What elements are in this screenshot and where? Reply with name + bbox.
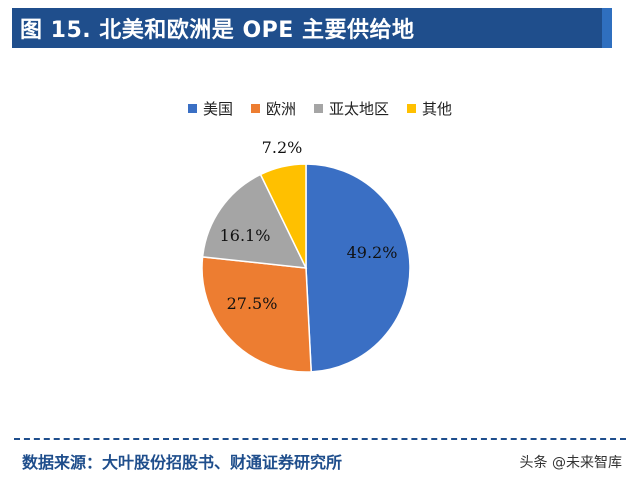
data-label-asia-pacific: 16.1%: [220, 226, 271, 245]
legend-label-europe: 欧洲: [265, 100, 296, 118]
legend-swatch-usa: [187, 104, 197, 113]
legend-item-usa: 美国: [187, 98, 233, 119]
legend-swatch-other: [407, 104, 417, 113]
legend: 美国 欧洲 亚太地区 其他: [0, 98, 640, 119]
legend-item-asia-pacific: 亚太地区: [314, 98, 389, 119]
pie-slice-asia-pacific: [201, 173, 308, 269]
legend-label-usa: 美国: [202, 100, 233, 118]
legend-swatch-europe: [250, 104, 260, 113]
pie-slice-usa: [305, 163, 411, 373]
pie-slice-europe: [201, 256, 313, 373]
figure-title: 图 15. 北美和欧洲是 OPE 主要供给地: [20, 18, 415, 43]
legend-swatch-asia-pacific: [314, 104, 323, 113]
legend-label-other: 其他: [422, 100, 453, 118]
data-label-other: 7.2%: [262, 138, 303, 157]
pie-slice-other: [259, 163, 307, 269]
data-label-usa: 49.2%: [347, 243, 398, 262]
pie-slices: [201, 163, 411, 373]
legend-item-europe: 欧洲: [250, 98, 296, 119]
footer-divider: [14, 438, 626, 440]
legend-label-asia-pacific: 亚太地区: [329, 100, 390, 118]
title-bar: 图 15. 北美和欧洲是 OPE 主要供给地: [12, 8, 612, 48]
data-label-europe: 27.5%: [227, 294, 278, 313]
source-note: 数据来源：大叶股份招股书、财通证券研究所: [22, 453, 343, 472]
watermark: 头条 @未来智库: [519, 455, 622, 471]
pie-labels: 49.2% 27.5% 16.1% 7.2%: [220, 138, 398, 313]
legend-item-other: 其他: [407, 98, 452, 119]
